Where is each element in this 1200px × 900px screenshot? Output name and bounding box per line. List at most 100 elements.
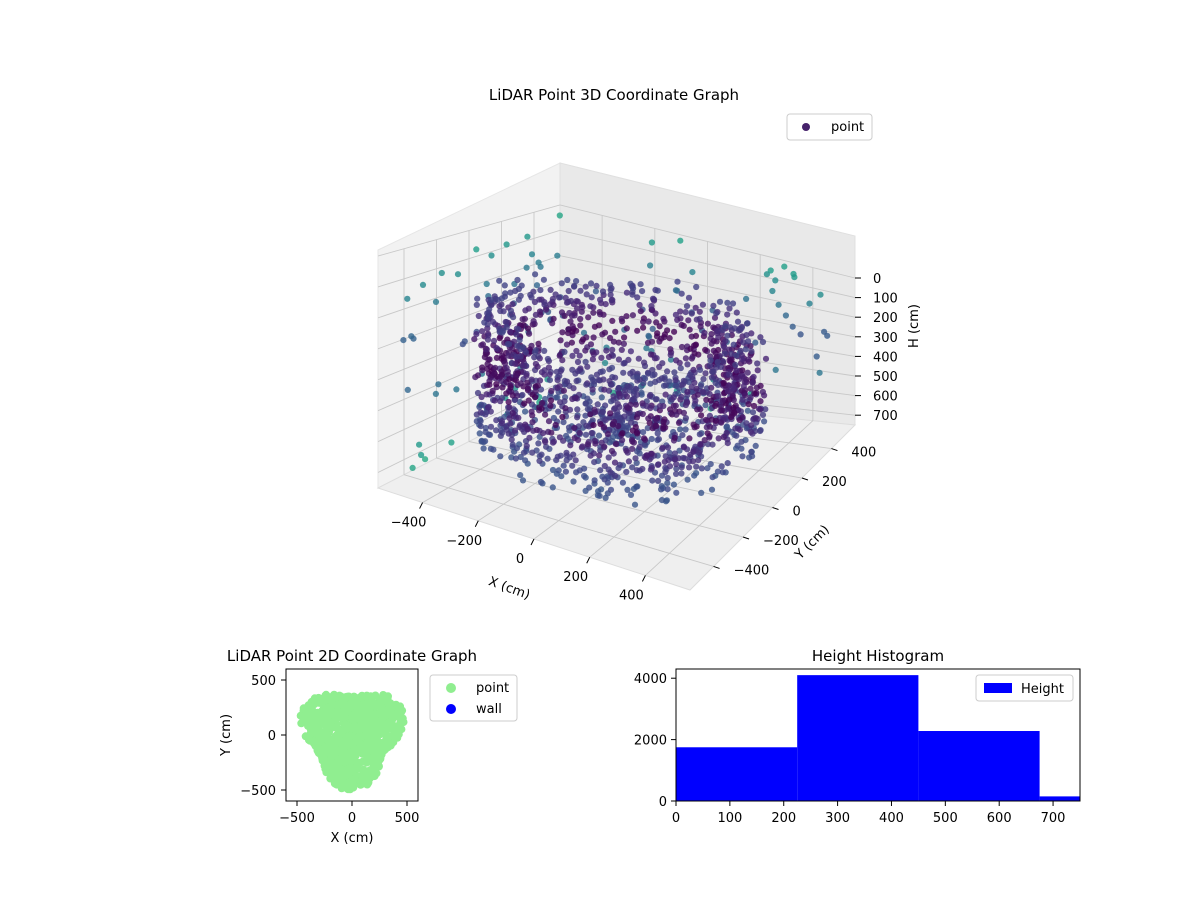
- point-3d: [652, 396, 659, 403]
- point-3d: [759, 411, 767, 418]
- point-3d: [737, 347, 744, 354]
- histogram-title: Height Histogram: [812, 647, 944, 665]
- point-3d: [522, 307, 529, 314]
- point-3d: [523, 264, 530, 271]
- point-3d: [558, 280, 565, 287]
- point-3d: [645, 318, 652, 325]
- point-3d: [610, 338, 618, 345]
- point-3d: [619, 430, 626, 437]
- point-3d: [448, 439, 455, 446]
- point-3d: [609, 317, 616, 324]
- point-3d: [616, 393, 623, 400]
- point-cloud-2d: [296, 690, 408, 794]
- point-3d: [757, 427, 764, 435]
- height-histogram: Height Histogram 0 100 200 300 400 500 600 7000…: [634, 647, 1081, 826]
- point-3d: [591, 406, 598, 413]
- point-3d: [654, 287, 661, 294]
- point-3d: [702, 402, 709, 409]
- point-2d: [376, 751, 385, 760]
- point-3d: [656, 363, 663, 370]
- point-3d: [536, 308, 544, 315]
- point-3d: [491, 397, 498, 404]
- point-3d: [599, 368, 606, 375]
- point-3d: [601, 386, 608, 393]
- point-2d: [326, 703, 335, 712]
- point-2d: [376, 730, 385, 739]
- point-3d: [635, 355, 642, 362]
- point-3d: [660, 425, 667, 432]
- lidar-3d-plot: LiDAR Point 3D Coordinate Graph −400 −200…: [376, 86, 922, 603]
- point-2d: [333, 713, 341, 722]
- point-3d: [416, 441, 423, 448]
- point-3d: [690, 366, 697, 373]
- point-2d: [394, 721, 403, 730]
- point-3d: [404, 295, 411, 302]
- point-3d: [599, 408, 606, 416]
- point-3d: [655, 477, 662, 484]
- point-3d: [506, 415, 513, 422]
- point-3d: [647, 380, 654, 387]
- point-3d: [781, 263, 788, 270]
- grid-line-height: [377, 229, 856, 299]
- point-3d: [684, 361, 691, 368]
- point-2d: [340, 748, 349, 757]
- point-3d: [497, 432, 504, 439]
- point-3d: [638, 391, 645, 398]
- point-3d: [532, 388, 539, 395]
- point-3d: [637, 281, 644, 288]
- point-3d: [624, 486, 631, 493]
- z-tick-label-3d: 500: [873, 370, 898, 385]
- legend-2d-label-wall: wall: [476, 702, 502, 717]
- point-3d: [748, 348, 755, 355]
- hist-x-tick-label: 200: [771, 811, 796, 826]
- point-3d: [644, 425, 651, 432]
- point-3d: [678, 290, 685, 297]
- point-3d: [418, 451, 425, 459]
- point-3d: [634, 374, 641, 381]
- point-3d: [655, 461, 662, 468]
- y-tick-label-2d: −500: [240, 784, 276, 799]
- point-3d: [664, 444, 672, 451]
- point-3d: [706, 423, 714, 430]
- point-3d: [499, 329, 506, 336]
- point-3d: [732, 361, 739, 368]
- point-3d: [661, 416, 668, 423]
- point-3d: [727, 358, 734, 365]
- point-3d: [588, 294, 595, 301]
- point-3d: [592, 440, 599, 447]
- point-2d: [377, 703, 386, 712]
- point-3d: [519, 477, 527, 484]
- point-3d: [552, 394, 559, 401]
- x-tick-label-2d: 500: [395, 811, 420, 826]
- point-3d: [641, 359, 648, 366]
- point-3d: [541, 367, 548, 374]
- point-3d: [762, 355, 770, 362]
- point-3d: [513, 331, 520, 338]
- legend-hist-label: Height: [1021, 682, 1064, 697]
- point-3d: [615, 423, 622, 430]
- point-3d: [535, 340, 542, 347]
- point-3d: [654, 430, 661, 437]
- point-3d: [562, 405, 569, 412]
- point-3d: [556, 352, 563, 359]
- point-3d: [520, 449, 528, 456]
- point-3d: [531, 349, 539, 356]
- hist-x-tick-label: 400: [879, 811, 904, 826]
- point-3d: [701, 329, 708, 337]
- point-3d: [533, 282, 541, 289]
- point-3d: [648, 464, 656, 471]
- point-3d: [544, 355, 552, 363]
- point-3d: [522, 408, 529, 415]
- point-3d: [506, 404, 513, 411]
- point-3d: [488, 252, 495, 259]
- point-3d: [578, 308, 585, 315]
- point-3d: [748, 448, 755, 455]
- point-3d: [678, 382, 685, 389]
- point-3d: [684, 388, 691, 395]
- point-3d: [680, 444, 688, 451]
- point-3d: [594, 401, 601, 408]
- x-tick-3d: [474, 520, 479, 528]
- point-3d: [525, 397, 532, 404]
- point-3d: [544, 455, 551, 462]
- point-3d: [564, 378, 571, 385]
